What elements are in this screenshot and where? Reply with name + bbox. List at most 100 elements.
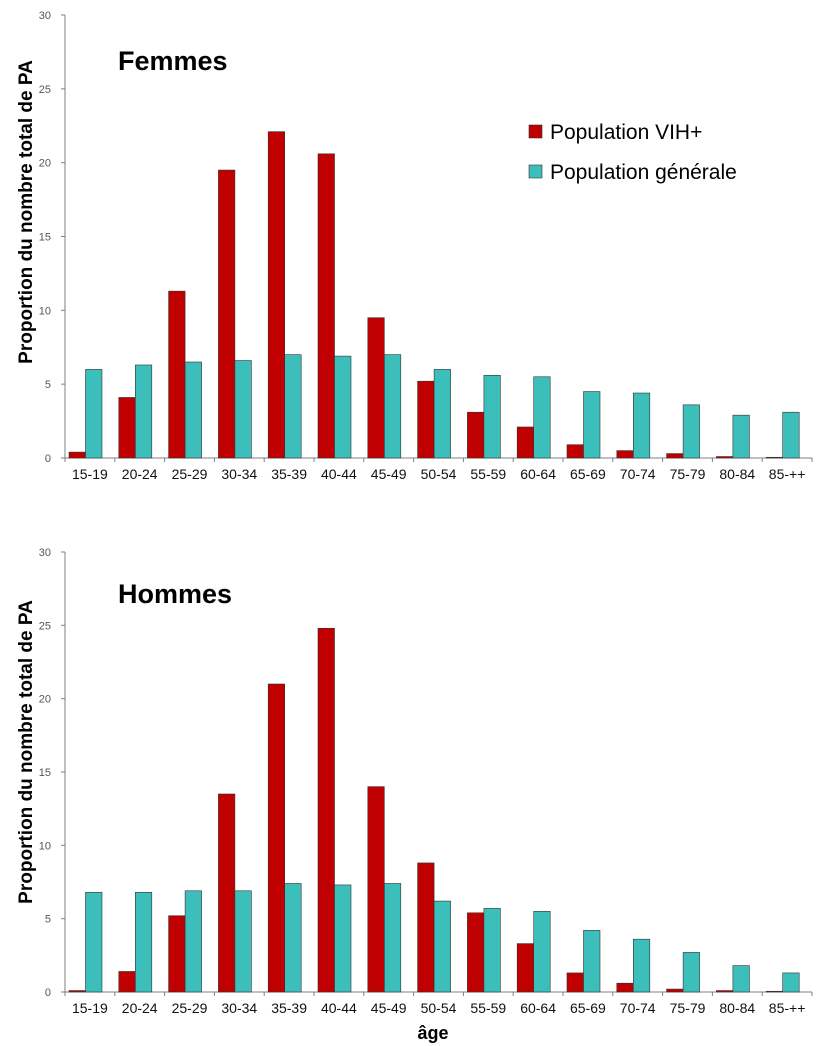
femmes-bar-generale [383,354,402,459]
femmes-bar-vih [218,169,236,459]
hommes-bar-generale [732,965,750,993]
femmes-bar-generale [732,414,750,459]
femmes-bar-generale [583,391,601,459]
hommes-category-label: 75-79 [670,1000,706,1016]
femmes-category-label: 65-69 [570,466,606,482]
hommes-bar-generale [682,952,700,993]
hommes-bar-generale [334,884,352,993]
hommes-bar-vih [68,990,86,993]
hommes-bar-vih [765,990,784,993]
femmes-bar-vih [267,131,286,459]
femmes-bar-generale [782,411,800,459]
femmes-y-tick-label: 20 [39,158,51,170]
hommes-bar-vih [417,862,435,993]
femmes-category-label: 25-29 [172,466,208,482]
femmes-category-label: 55-59 [470,466,506,482]
femmes-bar-vih [765,456,784,459]
hommes-y-axis-label: Proportion du nombre total de PA [16,600,37,904]
femmes-bar-generale [334,355,352,459]
hommes-bar-generale [85,891,103,993]
hommes-bar-generale [782,972,800,993]
hommes-bar-vih [317,627,335,993]
femmes-bar-generale [284,354,302,459]
femmes-bar-vih [118,397,136,459]
hommes-bar-vih [467,912,485,993]
hommes-bar-vih [566,972,584,993]
hommes-bar-vih [168,915,186,993]
femmes-bar-vih [566,444,584,459]
hommes-category-label: 65-69 [570,1000,606,1016]
x-axis-label: âge [417,1023,448,1043]
legend-label-vih: Population VIH+ [550,121,702,144]
femmes-bar-generale [483,375,501,459]
femmes-bar-vih [516,426,535,459]
femmes-category-label: 75-79 [670,466,706,482]
legend-swatch-vih [528,124,543,139]
hommes-y-tick-label: 20 [39,694,51,706]
hommes-category-label: 25-29 [172,1000,208,1016]
hommes-bar-generale [234,890,252,993]
hommes-bar-generale [383,883,402,993]
hommes-bar-generale [135,891,153,993]
femmes-bar-vih [666,453,684,459]
hommes-bar-vih [118,971,136,993]
femmes-category-label: 20-24 [122,466,158,482]
femmes-category-label: 70-74 [620,466,656,482]
femmes-y-tick-label: 5 [45,379,51,391]
femmes-bar-generale [533,376,551,459]
femmes-bar-vih [367,317,385,459]
femmes-category-label: 35-39 [271,466,307,482]
femmes-bar-vih [68,451,86,459]
femmes-category-label: 40-44 [321,466,357,482]
hommes-bar-generale [583,930,601,993]
legend-swatch-generale [528,164,543,179]
femmes-bar-vih [168,290,186,459]
femmes-bar-vih [716,456,734,459]
femmes-category-label: 80-84 [719,466,755,482]
legend-label-generale: Population générale [550,161,737,184]
femmes-bar-generale [85,369,103,459]
hommes-chart-title: Hommes [118,579,232,609]
femmes-y-axis-label: Proportion du nombre total de PA [16,60,37,364]
hommes-bar-vih [716,990,734,993]
hommes-bar-generale [533,911,551,993]
hommes-bar-vih [218,793,236,993]
hommes-category-label: 55-59 [470,1000,506,1016]
hommes-y-tick-label: 15 [39,767,51,779]
hommes-bar-generale [284,883,302,993]
femmes-chart-title: Femmes [118,46,228,76]
hommes-category-label: 60-64 [520,1000,556,1016]
femmes-category-label: 50-54 [421,466,457,482]
hommes-y-tick-label: 10 [39,840,51,852]
femmes-y-tick-label: 25 [39,84,51,96]
femmes-bar-generale [433,369,451,459]
femmes-bar-generale [632,392,651,459]
hommes-y-tick-label: 5 [45,914,51,926]
femmes-bar-generale [682,404,700,459]
hommes-category-label: 40-44 [321,1000,357,1016]
hommes-y-tick-label: 0 [45,987,51,999]
femmes-bar-vih [616,450,634,459]
hommes-bar-vih [367,786,385,993]
hommes-category-label: 30-34 [221,1000,257,1016]
hommes-category-label: 20-24 [122,1000,158,1016]
femmes-bar-vih [317,153,335,459]
femmes-y-tick-label: 0 [45,453,51,465]
femmes-bar-generale [234,360,252,459]
hommes-category-label: 70-74 [620,1000,656,1016]
femmes-category-label: 60-64 [520,466,556,482]
hommes-bar-vih [616,982,634,993]
femmes-bar-vih [467,411,485,459]
hommes-category-label: 80-84 [719,1000,755,1016]
hommes-bar-vih [267,683,286,993]
hommes-bar-vih [516,943,535,993]
hommes-bar-generale [632,938,651,993]
femmes-category-label: 30-34 [221,466,257,482]
hommes-category-label: 35-39 [271,1000,307,1016]
femmes-bar-generale [135,364,153,459]
hommes-bar-generale [483,908,501,993]
hommes-bar-generale [184,890,202,993]
hommes-bar-generale [433,900,451,993]
femmes-category-label: 45-49 [371,466,407,482]
